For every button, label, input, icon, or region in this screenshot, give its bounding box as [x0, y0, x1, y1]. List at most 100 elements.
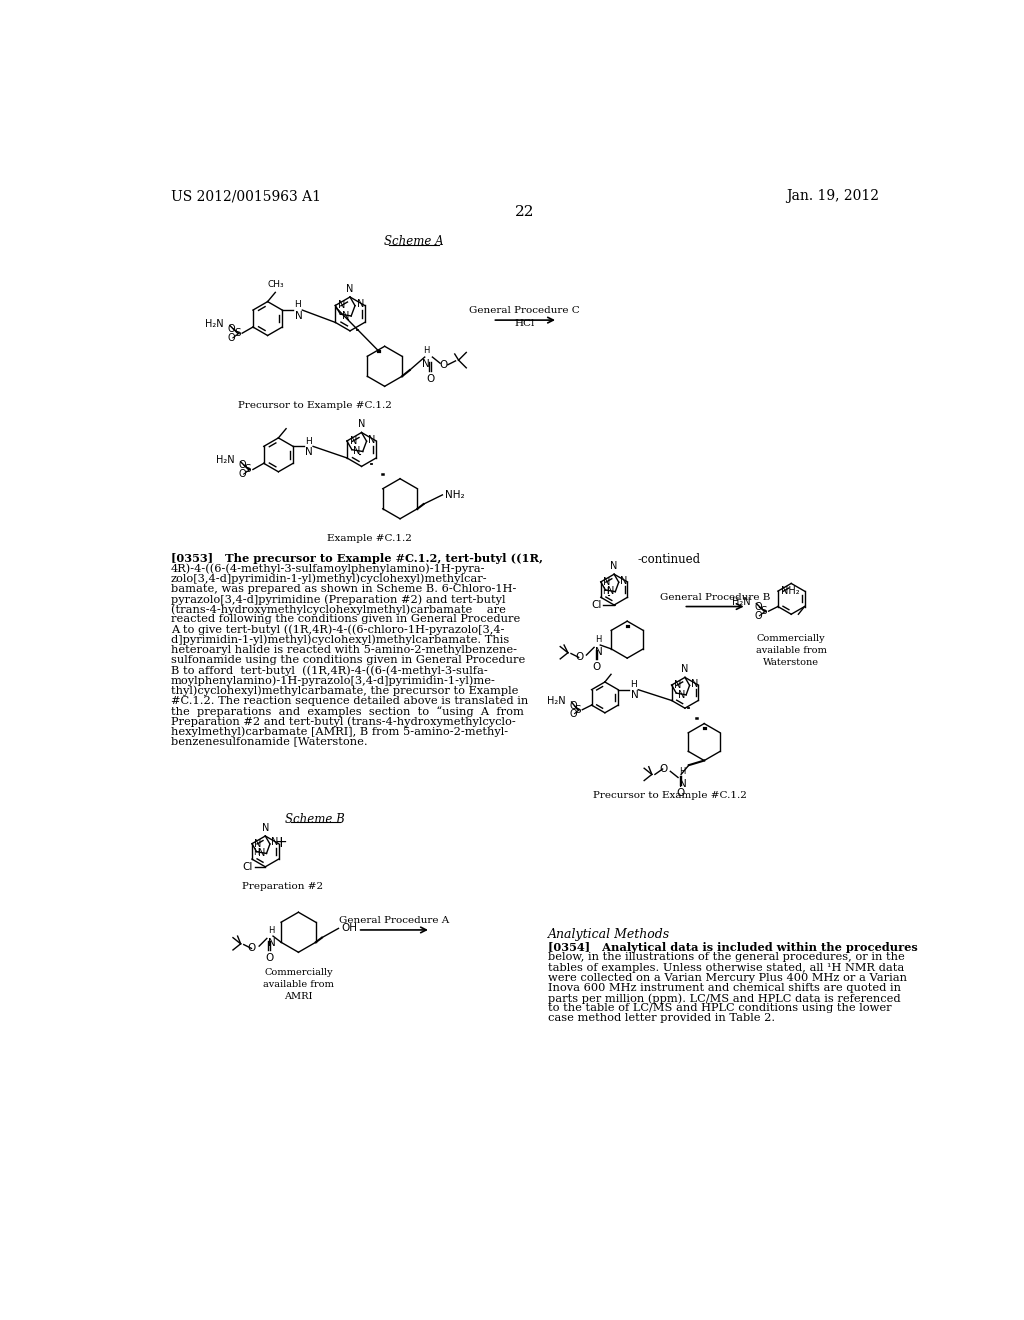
Text: H₂N: H₂N	[216, 455, 234, 465]
Text: S: S	[761, 606, 767, 616]
Text: 22: 22	[515, 205, 535, 219]
Text: N: N	[595, 647, 602, 657]
Text: O: O	[676, 788, 684, 799]
Text: Preparation #2 and tert-butyl (trans-4-hydroxymethylcyclo-: Preparation #2 and tert-butyl (trans-4-h…	[171, 715, 515, 726]
Text: the  preparations  and  examples  section  to  “using  A  from: the preparations and examples section to…	[171, 706, 523, 717]
Text: 4R)-4-((6-(4-methyl-3-sulfamoylphenylamino)-1H-pyra-: 4R)-4-((6-(4-methyl-3-sulfamoylphenylami…	[171, 564, 485, 574]
Text: hexylmethyl)carbamate [AMRI], B from 5-amino-2-methyl-: hexylmethyl)carbamate [AMRI], B from 5-a…	[171, 726, 508, 737]
Text: Scheme B: Scheme B	[286, 813, 345, 826]
Text: N: N	[271, 837, 279, 847]
Text: H: H	[423, 346, 429, 355]
Text: N: N	[678, 689, 685, 700]
Text: N: N	[621, 576, 628, 586]
Text: N: N	[357, 420, 366, 429]
Text: N: N	[305, 447, 313, 457]
Text: N: N	[356, 300, 364, 309]
Text: zolo[3,4-d]pyrimidin-1-yl)methyl)cyclohexyl)methylcar-: zolo[3,4-d]pyrimidin-1-yl)methyl)cyclohe…	[171, 574, 487, 585]
Text: Precursor to Example #C.1.2: Precursor to Example #C.1.2	[239, 401, 392, 411]
Text: Analytical Methods: Analytical Methods	[548, 928, 670, 941]
Text: H₂N: H₂N	[547, 696, 565, 706]
Text: N: N	[691, 678, 698, 689]
Text: bamate, was prepared as shown in Scheme B. 6-Chloro-1H-: bamate, was prepared as shown in Scheme …	[171, 583, 516, 594]
Text: Cl: Cl	[592, 601, 602, 610]
Text: NH₂: NH₂	[444, 490, 464, 500]
Text: H₂N: H₂N	[205, 319, 223, 329]
Text: O: O	[569, 709, 577, 718]
Text: O: O	[239, 469, 246, 479]
Text: H₂N: H₂N	[731, 597, 751, 607]
Text: thyl)cyclohexyl)methylcarbamate, the precursor to Example: thyl)cyclohexyl)methylcarbamate, the pre…	[171, 685, 518, 696]
Text: [0353]   The precursor to Example #C.1.2, tert-butyl ((1R,: [0353] The precursor to Example #C.1.2, …	[171, 553, 543, 565]
Text: N: N	[350, 436, 357, 446]
Text: O: O	[569, 701, 577, 711]
Text: HCl: HCl	[515, 318, 535, 327]
Text: O: O	[592, 663, 600, 672]
Text: N: N	[346, 284, 353, 294]
Text: #C.1.2. The reaction sequence detailed above is translated in: #C.1.2. The reaction sequence detailed a…	[171, 696, 527, 706]
Text: N: N	[679, 779, 686, 789]
Text: N: N	[258, 849, 265, 858]
Text: Commercially
available from
Waterstone: Commercially available from Waterstone	[756, 635, 826, 667]
Text: H: H	[305, 437, 312, 446]
Text: Precursor to Example #C.1.2: Precursor to Example #C.1.2	[593, 792, 746, 800]
Text: moylphenylamino)-1H-pyrazolo[3,4-d]pyrimidin-1-yl)me-: moylphenylamino)-1H-pyrazolo[3,4-d]pyrim…	[171, 676, 496, 686]
Text: Cl: Cl	[243, 862, 253, 871]
Text: H: H	[680, 767, 686, 776]
Text: O: O	[754, 602, 762, 612]
Text: pyrazolo[3,4-d]pyrimidine (Preparation #2) and tert-butyl: pyrazolo[3,4-d]pyrimidine (Preparation #…	[171, 594, 505, 605]
Text: O: O	[248, 944, 256, 953]
Text: O: O	[426, 374, 434, 384]
Text: US 2012/0015963 A1: US 2012/0015963 A1	[171, 189, 321, 203]
Text: N: N	[295, 312, 302, 321]
Text: N: N	[422, 359, 430, 368]
Text: N: N	[353, 446, 360, 457]
Text: +: +	[274, 834, 288, 850]
Text: sulfonamide using the conditions given in General Procedure: sulfonamide using the conditions given i…	[171, 655, 525, 665]
Text: N: N	[681, 664, 689, 675]
Text: Jan. 19, 2012: Jan. 19, 2012	[786, 189, 879, 203]
Text: A to give tert-butyl ((1R,4R)-4-((6-chloro-1H-pyrazolo[3,4-: A to give tert-butyl ((1R,4R)-4-((6-chlo…	[171, 624, 504, 635]
Text: N: N	[610, 561, 617, 572]
Text: O: O	[439, 360, 447, 370]
Text: tables of examples. Unless otherwise stated, all ¹H NMR data: tables of examples. Unless otherwise sta…	[548, 962, 904, 973]
Text: [0354]   Analytical data is included within the procedures: [0354] Analytical data is included withi…	[548, 942, 918, 953]
Text: S: S	[245, 465, 252, 474]
Text: N: N	[342, 310, 349, 321]
Text: O: O	[659, 764, 668, 774]
Text: O: O	[239, 459, 246, 470]
Text: N: N	[261, 822, 269, 833]
Text: H: H	[596, 635, 602, 644]
Text: parts per million (ppm). LC/MS and HPLC data is referenced: parts per million (ppm). LC/MS and HPLC …	[548, 993, 900, 1003]
Text: were collected on a Varian Mercury Plus 400 MHz or a Varian: were collected on a Varian Mercury Plus …	[548, 973, 907, 983]
Text: O: O	[227, 333, 236, 343]
Text: N: N	[338, 301, 346, 310]
Text: to the table of LC/MS and HPLC conditions using the lower: to the table of LC/MS and HPLC condition…	[548, 1003, 892, 1014]
Text: H: H	[253, 849, 260, 858]
Text: S: S	[234, 329, 241, 338]
Text: CH₃: CH₃	[267, 280, 284, 289]
Text: O: O	[754, 611, 762, 620]
Text: General Procedure C: General Procedure C	[469, 306, 581, 315]
Text: H: H	[295, 301, 301, 309]
Text: d]pyrimidin-1-yl)methyl)cyclohexyl)methylcarbamate. This: d]pyrimidin-1-yl)methyl)cyclohexyl)methy…	[171, 635, 509, 645]
Text: below, in the illustrations of the general procedures, or in the: below, in the illustrations of the gener…	[548, 953, 904, 962]
Text: Scheme A: Scheme A	[384, 235, 443, 248]
Text: General Procedure A: General Procedure A	[339, 916, 450, 925]
Text: N: N	[674, 680, 681, 690]
Text: H: H	[631, 680, 637, 689]
Text: heteroaryl halide is reacted with 5-amino-2-methylbenzene-: heteroaryl halide is reacted with 5-amin…	[171, 645, 516, 655]
Text: Example #C.1.2: Example #C.1.2	[327, 535, 412, 543]
Text: reacted following the conditions given in General Procedure: reacted following the conditions given i…	[171, 614, 520, 624]
Text: S: S	[574, 705, 581, 714]
Text: General Procedure B: General Procedure B	[659, 593, 770, 602]
Text: Inova 600 MHz instrument and chemical shifts are quoted in: Inova 600 MHz instrument and chemical sh…	[548, 983, 901, 993]
Text: N: N	[603, 577, 610, 587]
Text: case method letter provided in Table 2.: case method letter provided in Table 2.	[548, 1014, 775, 1023]
Text: Preparation #2: Preparation #2	[243, 882, 324, 891]
Text: OH: OH	[342, 924, 357, 933]
Text: N: N	[254, 838, 262, 849]
Text: B to afford  tert-butyl  ((1R,4R)-4-((6-(4-methyl-3-sulfa-: B to afford tert-butyl ((1R,4R)-4-((6-(4…	[171, 665, 487, 676]
Text: Commercially
available from
AMRI: Commercially available from AMRI	[263, 969, 334, 1001]
Text: H: H	[602, 586, 608, 595]
Text: N: N	[267, 939, 275, 948]
